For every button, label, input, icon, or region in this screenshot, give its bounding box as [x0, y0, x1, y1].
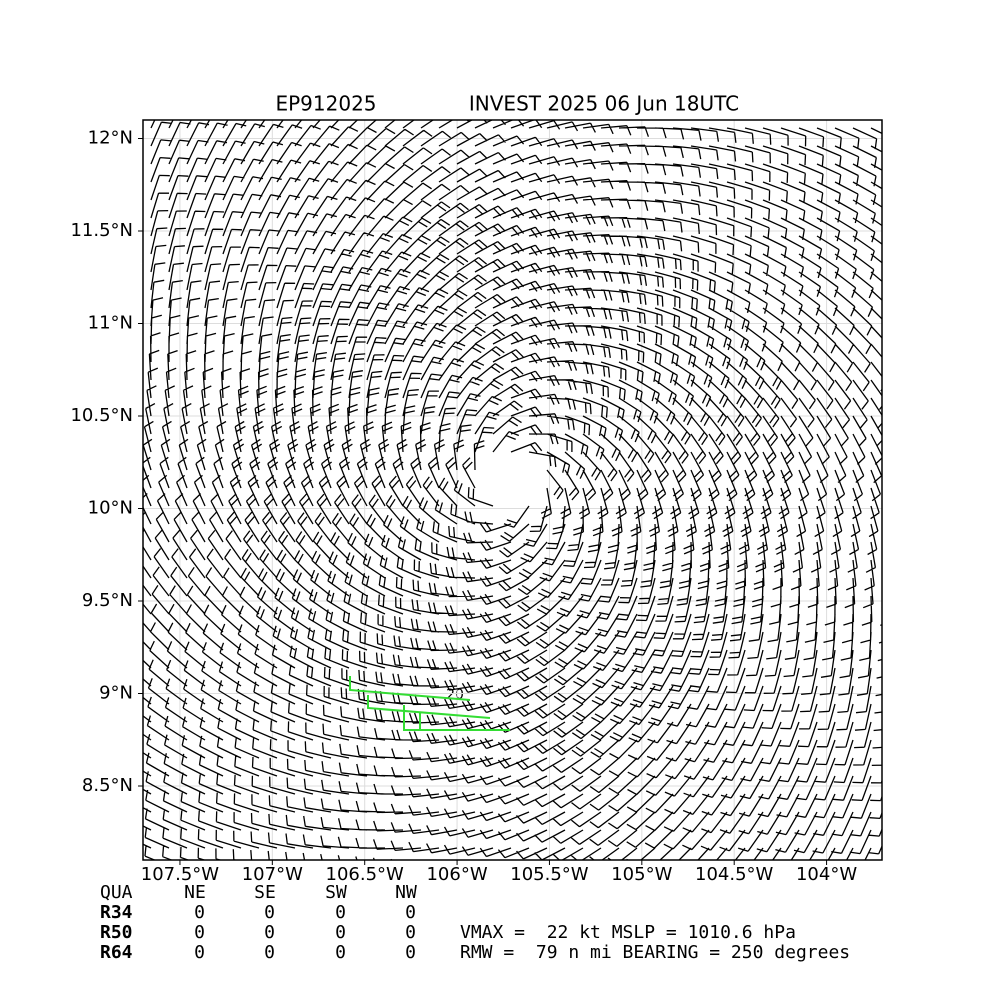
y-tick-label: 9°N [99, 683, 133, 704]
barbs [143, 120, 882, 860]
y-tick-label: 8.5°N [82, 775, 133, 796]
x-tick-label: 104°W [796, 864, 857, 885]
x-tick-label: 107°W [242, 864, 303, 885]
table-cell: 0 [194, 942, 205, 963]
rmw-text: RMW = 79 n mi BEARING = 250 degrees [460, 942, 850, 963]
x-tick-label: 106°W [426, 864, 487, 885]
y-tick-label: 10°N [88, 498, 133, 519]
chart-title: INVEST 2025 06 Jun 18UTC [469, 92, 739, 116]
table-cell: 0 [335, 922, 346, 943]
plot-frame [142, 119, 883, 861]
table-header: NW [395, 882, 417, 903]
table-cell: R34 [100, 902, 133, 923]
table-cell: 0 [405, 942, 416, 963]
table-cell: 0 [335, 902, 346, 923]
y-tick-label: 9.5°N [82, 590, 133, 611]
x-tick-label: 105°W [611, 864, 672, 885]
table-header: QUA [100, 882, 133, 903]
x-tick-label: 107.5°W [141, 864, 220, 885]
y-tick-label: 10.5°N [70, 405, 133, 426]
table-header: NE [184, 882, 206, 903]
wind-barb-strong [349, 676, 510, 731]
x-tick-label: 104.5°W [695, 864, 774, 885]
table-cell: 0 [264, 942, 275, 963]
table-cell: R50 [100, 922, 133, 943]
x-tick-label: 106.5°W [326, 864, 405, 885]
x-tick-label: 105.5°W [510, 864, 589, 885]
wind-barb [143, 120, 882, 860]
table-cell: 0 [194, 902, 205, 923]
y-tick-label: 12°N [88, 128, 133, 149]
table-cell: 0 [335, 942, 346, 963]
y-tick-label: 11.5°N [70, 220, 133, 241]
table-cell: 0 [405, 922, 416, 943]
y-tick-label: 11°N [88, 313, 133, 334]
vmax-text: VMAX = 22 kt MSLP = 1010.6 hPa [460, 922, 796, 943]
table-cell: 0 [405, 902, 416, 923]
table-cell: R64 [100, 942, 133, 963]
table-cell: 0 [264, 922, 275, 943]
table-header: SE [254, 882, 276, 903]
table-cell: 0 [194, 922, 205, 943]
chart-subtitle: EP912025 [275, 92, 376, 116]
table-cell: 0 [264, 902, 275, 923]
table-header: SW [325, 882, 347, 903]
